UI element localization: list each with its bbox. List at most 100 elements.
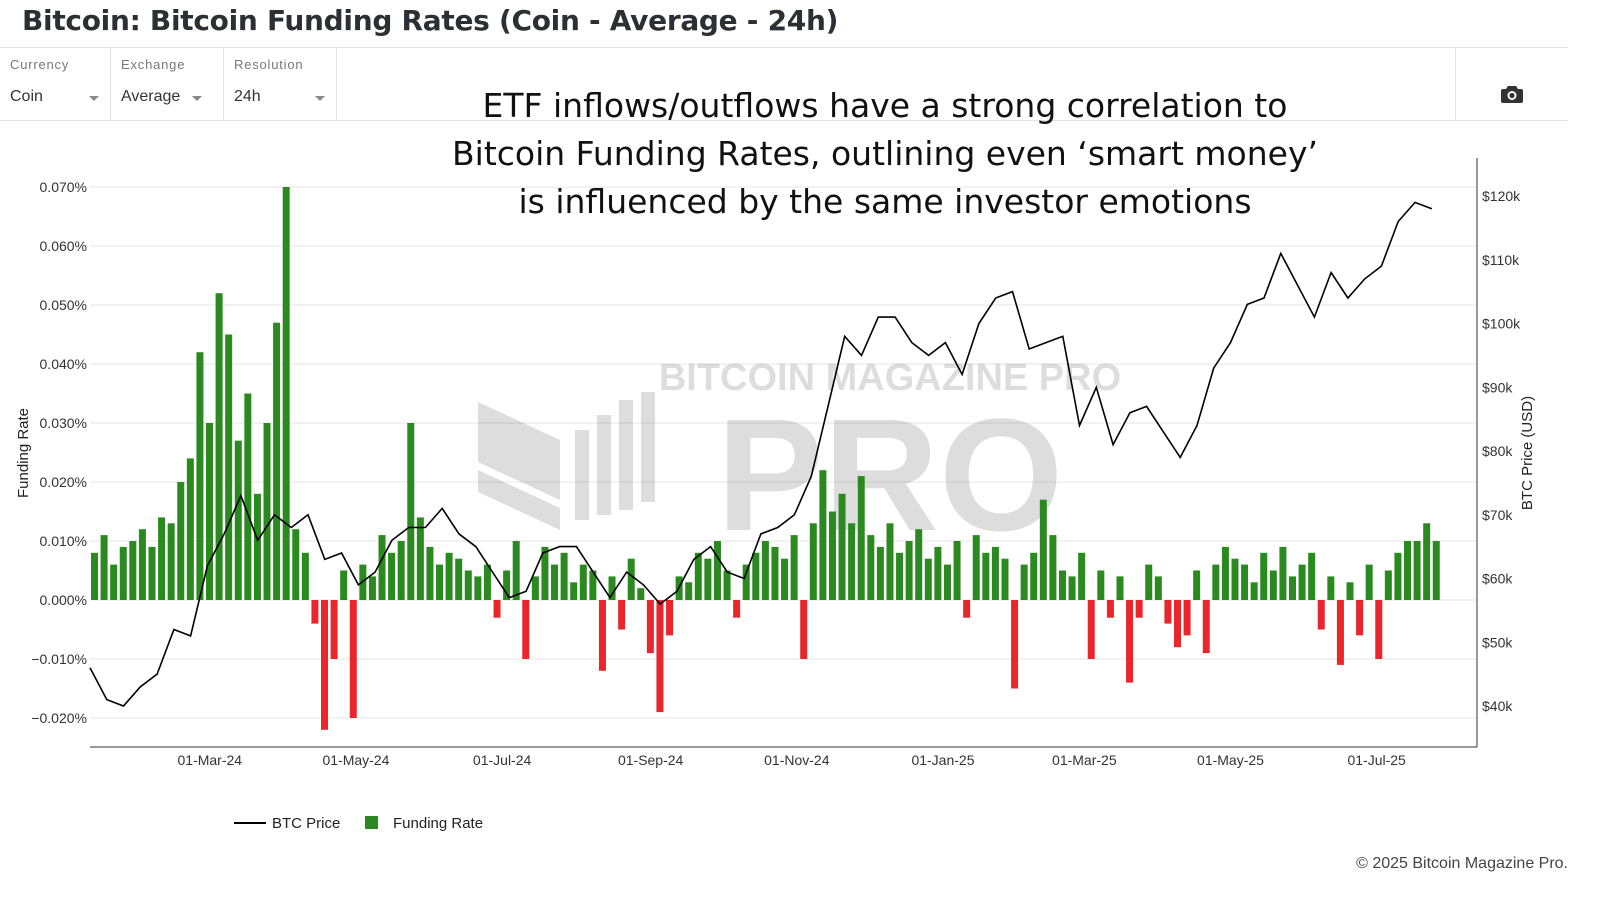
funding-bar-negative: [1106, 600, 1114, 618]
funding-bar-positive: [215, 293, 223, 600]
funding-bar-negative: [1183, 600, 1191, 636]
currency-select[interactable]: Currency Coin: [0, 48, 111, 120]
y2-tick-label: $40k: [1482, 698, 1513, 714]
exchange-select[interactable]: Exchange Average: [111, 48, 224, 120]
funding-bar-negative: [522, 600, 530, 659]
annotation-line: Bitcoin Funding Rates, outlining even ‘s…: [452, 134, 1318, 173]
funding-bar-negative: [1135, 600, 1143, 618]
funding-bar-positive: [474, 576, 482, 600]
funding-bar-positive: [1269, 570, 1277, 600]
y2-tick-label: $90k: [1482, 379, 1513, 395]
y-tick-label: 0.020%: [40, 474, 87, 490]
x-tick-label: 01-Jul-24: [473, 752, 532, 768]
funding-bar-positive: [1298, 564, 1306, 600]
funding-bar-negative: [1202, 600, 1210, 654]
funding-bar-positive: [110, 564, 118, 600]
watermark-text: BITCOIN MAGAZINE PRO: [659, 357, 1121, 399]
y2-tick-label: $60k: [1482, 571, 1513, 587]
resolution-label: Resolution: [234, 57, 304, 72]
funding-bar-positive: [1116, 576, 1124, 600]
funding-bar-positive: [1308, 552, 1316, 600]
funding-bar-positive: [848, 523, 856, 600]
funding-bar-positive: [953, 541, 961, 600]
y2-tick-label: $110k: [1482, 252, 1520, 268]
funding-bar-positive: [1404, 541, 1412, 600]
legend-funding[interactable]: Funding Rate: [393, 815, 483, 832]
funding-bar-positive: [206, 423, 214, 600]
funding-bar-positive: [915, 529, 923, 600]
legend-funding-swatch: [365, 816, 378, 829]
y-tick-label: 0.060%: [40, 238, 87, 254]
camera-icon: [1501, 86, 1523, 103]
x-tick-label: 01-Mar-25: [1052, 752, 1117, 768]
funding-bar-positive: [1365, 564, 1373, 600]
x-tick-label: 01-Jul-25: [1347, 752, 1406, 768]
funding-bar-positive: [1058, 570, 1066, 600]
funding-bar-positive: [1384, 570, 1392, 600]
funding-bar-negative: [598, 600, 606, 671]
resolution-select[interactable]: Resolution 24h: [224, 48, 337, 120]
screenshot-button[interactable]: [1455, 48, 1569, 120]
funding-bar-positive: [445, 552, 453, 600]
funding-bar-positive: [991, 546, 999, 600]
watermark-logo: [478, 392, 655, 530]
funding-bar-positive: [436, 564, 444, 600]
x-tick-label: 01-May-25: [1197, 752, 1264, 768]
funding-bar-positive: [608, 576, 616, 600]
funding-bar-positive: [273, 322, 281, 600]
y-tick-label: 0.010%: [40, 533, 87, 549]
funding-bar-positive: [1279, 546, 1287, 600]
funding-bar-negative: [1087, 600, 1095, 659]
funding-bar-negative: [800, 600, 808, 659]
y-tick-label: −0.010%: [31, 651, 87, 667]
funding-bar-positive: [1020, 564, 1028, 600]
funding-bar-positive: [1250, 582, 1258, 600]
y-tick-label: −0.020%: [31, 710, 87, 726]
funding-bar-positive: [761, 541, 769, 600]
funding-bar-negative: [1011, 600, 1019, 689]
funding-bar-positive: [1068, 576, 1076, 600]
funding-bar-positive: [292, 529, 300, 600]
chart-toolbar: Currency Coin Exchange Average Resolutio…: [0, 47, 1568, 121]
page-title: Bitcoin: Bitcoin Funding Rates (Coin - A…: [22, 4, 839, 37]
funding-bar-positive: [723, 570, 731, 600]
legend: BTC Price Funding Rate: [234, 815, 483, 832]
funding-bar-negative: [1164, 600, 1172, 624]
funding-bar-positive: [819, 470, 827, 600]
funding-bar-positive: [158, 517, 166, 600]
y-axis-title: Funding Rate: [15, 408, 32, 498]
funding-bar-positive: [263, 423, 271, 600]
funding-bar-positive: [685, 582, 693, 600]
funding-bar-negative: [1375, 600, 1383, 659]
funding-bar-negative: [733, 600, 741, 618]
funding-bar-positive: [541, 546, 549, 600]
funding-bar-positive: [1231, 558, 1239, 600]
funding-bar-positive: [1413, 541, 1421, 600]
chevron-down-icon: [315, 96, 325, 101]
funding-bar-positive: [1039, 499, 1047, 600]
funding-bar-positive: [1078, 552, 1086, 600]
funding-bar-positive: [186, 458, 194, 600]
funding-bar-positive: [570, 582, 578, 600]
funding-bar-positive: [627, 558, 635, 600]
funding-bar-positive: [177, 482, 185, 600]
legend-price[interactable]: BTC Price: [272, 815, 340, 832]
funding-bar-positive: [781, 558, 789, 600]
y2-tick-label: $50k: [1482, 634, 1513, 650]
funding-bar-negative: [321, 600, 329, 730]
funding-bar-positive: [752, 552, 760, 600]
funding-bar-positive: [483, 564, 491, 600]
funding-bar-negative: [330, 600, 338, 659]
funding-bar-positive: [867, 535, 875, 600]
funding-bar-positive: [1346, 582, 1354, 600]
funding-bar-positive: [924, 558, 932, 600]
x-tick-label: 01-Mar-24: [178, 752, 243, 768]
funding-bar-positive: [301, 552, 309, 600]
funding-bar-negative: [656, 600, 664, 713]
funding-bar-positive: [388, 552, 396, 600]
funding-bar-positive: [828, 511, 836, 600]
funding-bar-negative: [618, 600, 626, 630]
funding-bar-positive: [560, 552, 568, 600]
funding-bar-positive: [138, 529, 146, 600]
exchange-value: Average: [121, 88, 181, 105]
